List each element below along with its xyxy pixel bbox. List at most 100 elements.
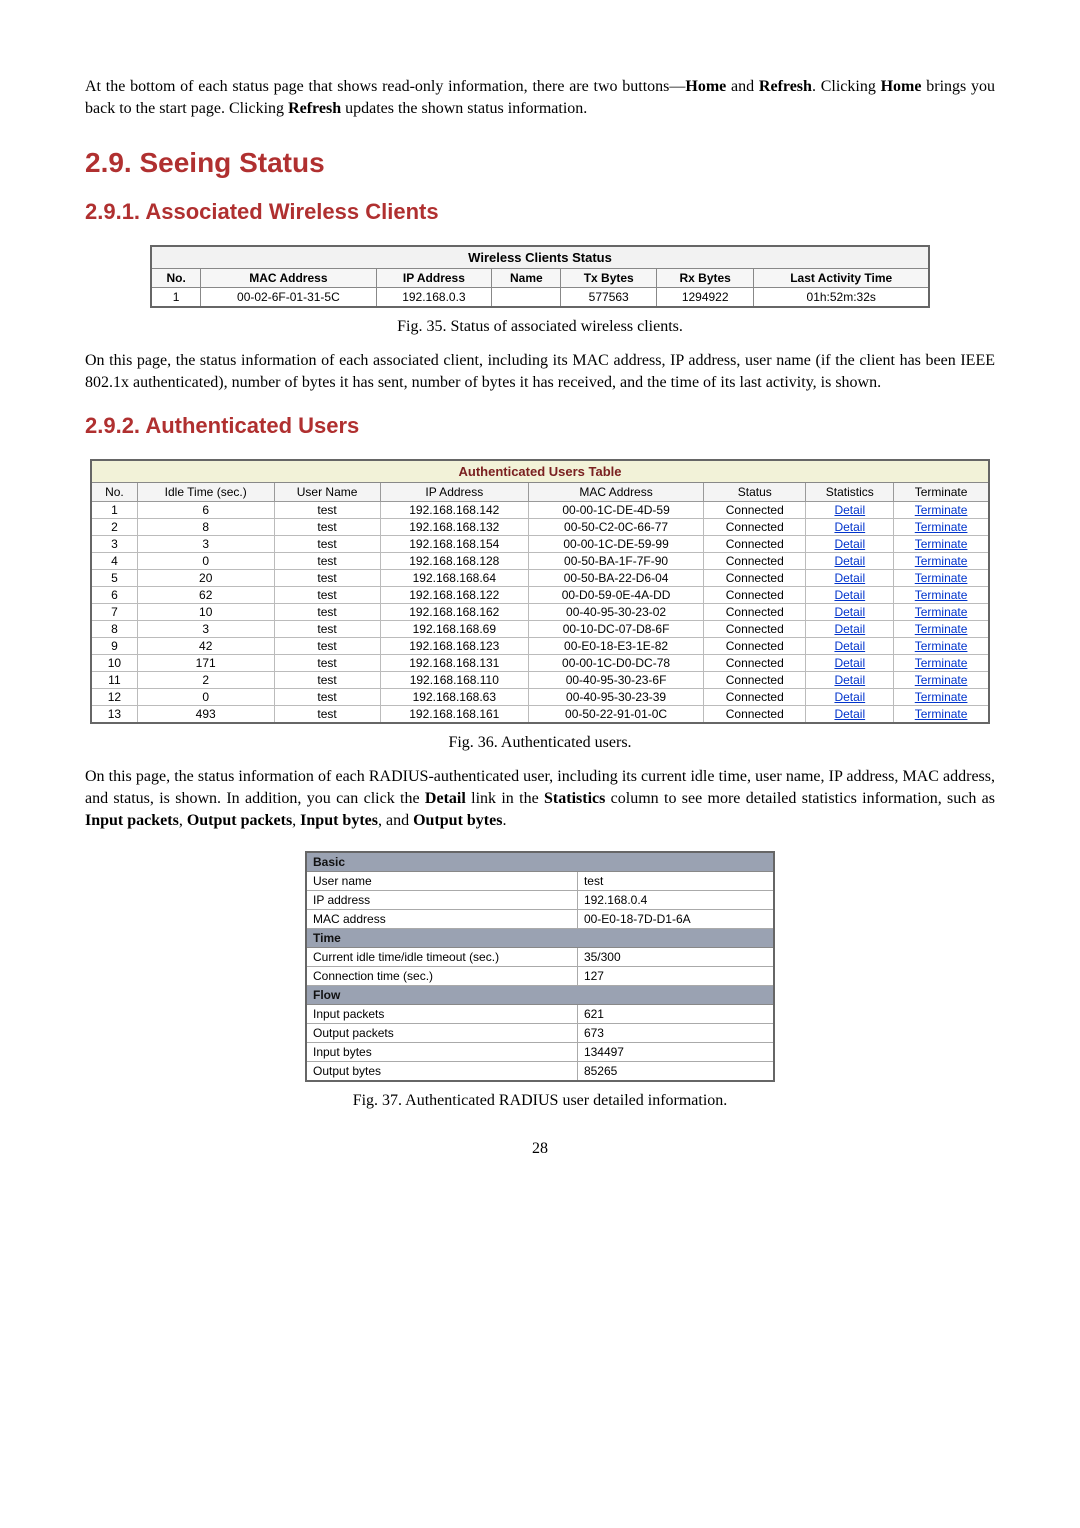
au-no: 10 — [91, 655, 137, 672]
au-mac: 00-50-22-91-01-0C — [528, 706, 703, 724]
au-status: Connected — [704, 689, 806, 706]
au-row: 28test192.168.168.13200-50-C2-0C-66-77Co… — [91, 519, 989, 536]
au-terminate-link[interactable]: Terminate — [915, 520, 968, 534]
au-row: 710test192.168.168.16200-40-95-30-23-02C… — [91, 604, 989, 621]
au-terminate[interactable]: Terminate — [894, 570, 989, 587]
wc-rx: 1294922 — [656, 288, 753, 308]
au-terminate[interactable]: Terminate — [894, 502, 989, 519]
au-terminate[interactable]: Terminate — [894, 706, 989, 724]
au-no: 2 — [91, 519, 137, 536]
au-terminate-link[interactable]: Terminate — [915, 639, 968, 653]
au-terminate-link[interactable]: Terminate — [915, 554, 968, 568]
au-idle: 20 — [137, 570, 274, 587]
dt-basic: Basic — [306, 852, 774, 872]
au-row: 942test192.168.168.12300-E0-18-E3-1E-82C… — [91, 638, 989, 655]
au-status: Connected — [704, 536, 806, 553]
au-terminate-link[interactable]: Terminate — [915, 588, 968, 602]
wc-h-ip: IP Address — [376, 269, 492, 288]
dt-inpkt-val: 621 — [577, 1005, 774, 1024]
au-h-term: Terminate — [894, 483, 989, 502]
au-detail-link[interactable]: Detail — [834, 707, 865, 721]
au-terminate-link[interactable]: Terminate — [915, 537, 968, 551]
au-terminate-link[interactable]: Terminate — [915, 707, 968, 721]
au-detail[interactable]: Detail — [806, 655, 894, 672]
au-terminate[interactable]: Terminate — [894, 621, 989, 638]
au-terminate[interactable]: Terminate — [894, 553, 989, 570]
au-user: test — [274, 706, 380, 724]
au-detail[interactable]: Detail — [806, 536, 894, 553]
au-detail-link[interactable]: Detail — [834, 520, 865, 534]
pau-b: link in the — [466, 790, 544, 807]
au-terminate-link[interactable]: Terminate — [915, 622, 968, 636]
intro-s1b: . Clicking — [812, 78, 881, 95]
au-status: Connected — [704, 570, 806, 587]
au-terminate-link[interactable]: Terminate — [915, 690, 968, 704]
au-detail-link[interactable]: Detail — [834, 571, 865, 585]
au-ip: 192.168.168.142 — [380, 502, 528, 519]
au-detail[interactable]: Detail — [806, 553, 894, 570]
au-ip: 192.168.168.162 — [380, 604, 528, 621]
au-detail[interactable]: Detail — [806, 570, 894, 587]
au-detail-link[interactable]: Detail — [834, 503, 865, 517]
au-detail-link[interactable]: Detail — [834, 588, 865, 602]
au-detail[interactable]: Detail — [806, 604, 894, 621]
au-detail[interactable]: Detail — [806, 519, 894, 536]
au-h-ip: IP Address — [380, 483, 528, 502]
au-detail[interactable]: Detail — [806, 689, 894, 706]
pau-and: , and — [378, 812, 413, 829]
au-terminate-link[interactable]: Terminate — [915, 605, 968, 619]
au-terminate[interactable]: Terminate — [894, 519, 989, 536]
authenticated-users-table: Authenticated Users Table No. Idle Time … — [90, 459, 990, 724]
au-terminate[interactable]: Terminate — [894, 672, 989, 689]
au-detail-link[interactable]: Detail — [834, 690, 865, 704]
au-idle: 3 — [137, 536, 274, 553]
au-idle: 171 — [137, 655, 274, 672]
au-terminate[interactable]: Terminate — [894, 689, 989, 706]
au-terminate-link[interactable]: Terminate — [915, 503, 968, 517]
intro-s1d: updates the shown status information. — [341, 100, 587, 117]
au-terminate-link[interactable]: Terminate — [915, 571, 968, 585]
au-detail-link[interactable]: Detail — [834, 673, 865, 687]
au-status: Connected — [704, 587, 806, 604]
au-status: Connected — [704, 621, 806, 638]
au-no: 8 — [91, 621, 137, 638]
au-detail-link[interactable]: Detail — [834, 537, 865, 551]
page-number: 28 — [85, 1140, 995, 1158]
wc-tx: 577563 — [561, 288, 656, 308]
au-terminate-link[interactable]: Terminate — [915, 656, 968, 670]
au-terminate-link[interactable]: Terminate — [915, 673, 968, 687]
au-detail-link[interactable]: Detail — [834, 622, 865, 636]
au-detail[interactable]: Detail — [806, 621, 894, 638]
au-detail-link[interactable]: Detail — [834, 554, 865, 568]
au-detail[interactable]: Detail — [806, 672, 894, 689]
intro-text: At the bottom of each status page that s… — [85, 78, 685, 95]
au-user: test — [274, 689, 380, 706]
au-detail-link[interactable]: Detail — [834, 639, 865, 653]
wc-row: 1 00-02-6F-01-31-5C 192.168.0.3 577563 1… — [151, 288, 929, 308]
au-mac: 00-10-DC-07-D8-6F — [528, 621, 703, 638]
au-user: test — [274, 553, 380, 570]
au-h-status: Status — [704, 483, 806, 502]
au-idle: 10 — [137, 604, 274, 621]
au-terminate[interactable]: Terminate — [894, 536, 989, 553]
au-detail[interactable]: Detail — [806, 502, 894, 519]
au-idle: 42 — [137, 638, 274, 655]
dt-time: Time — [306, 929, 774, 948]
au-no: 7 — [91, 604, 137, 621]
wc-h-tx: Tx Bytes — [561, 269, 656, 288]
au-terminate[interactable]: Terminate — [894, 604, 989, 621]
au-detail[interactable]: Detail — [806, 638, 894, 655]
au-status: Connected — [704, 638, 806, 655]
au-detail[interactable]: Detail — [806, 706, 894, 724]
dt-mac-val: 00-E0-18-7D-D1-6A — [577, 910, 774, 929]
au-terminate[interactable]: Terminate — [894, 638, 989, 655]
au-detail-link[interactable]: Detail — [834, 605, 865, 619]
au-terminate[interactable]: Terminate — [894, 587, 989, 604]
au-detail-link[interactable]: Detail — [834, 656, 865, 670]
au-terminate[interactable]: Terminate — [894, 655, 989, 672]
au-user: test — [274, 502, 380, 519]
au-idle: 493 — [137, 706, 274, 724]
au-detail[interactable]: Detail — [806, 587, 894, 604]
au-mac: 00-00-1C-DE-59-99 — [528, 536, 703, 553]
wc-name — [492, 288, 561, 308]
